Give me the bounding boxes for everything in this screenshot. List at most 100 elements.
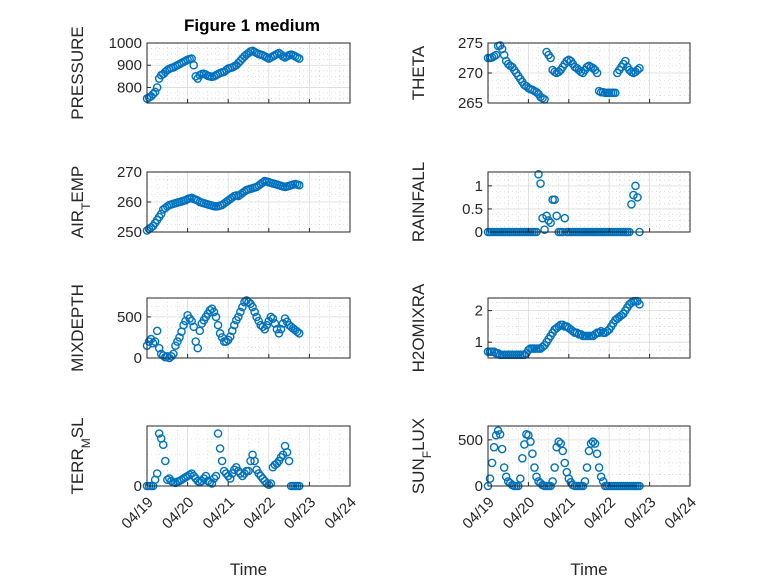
data-point [558,446,568,456]
data-point [284,456,294,466]
data-point [189,322,198,332]
data-point [590,439,600,448]
data-point [631,181,640,191]
data-point [227,193,237,202]
data-point [225,474,235,483]
data-point [169,349,178,359]
x-tick-label: 04/23 [621,494,660,533]
data-point [250,307,259,317]
data-point [526,437,535,446]
axes-box [487,297,691,359]
y-tick-label: 270 [117,164,142,181]
data-point [294,54,304,63]
data-point [491,50,501,60]
y-tick-label: 0 [475,478,483,495]
axes-2: 265 270 275 THETA [409,35,691,112]
data-point [592,449,602,458]
y-axis-label: TERRMSL [68,417,93,494]
x-tick-label: 04/24 [661,494,700,533]
data-point [209,307,219,317]
data-point [252,312,261,322]
data-point [189,60,198,70]
y-tick-label: 0 [475,224,483,241]
axes-background [487,297,691,359]
y-axis-label-main: AIR [68,210,87,238]
data-point [213,429,223,438]
y-axis-label-suffix: EMP [68,166,87,203]
data-point [148,89,158,99]
data-point [499,463,509,472]
data-point [633,65,642,75]
data-point [270,319,280,328]
data-point [560,458,570,468]
data-point [258,178,268,187]
data-point [635,300,644,309]
y-axis-label-main: MIXDEPTH [68,284,87,372]
y-tick-label: 265 [458,95,483,112]
data-point [560,213,570,223]
axes-5: 0 500 MIXDEPTH [68,284,351,372]
axes-box [146,42,351,104]
y-axis-label-sub: T [79,202,93,210]
data-point [524,345,533,355]
y-axis-label-main: H2OMIXRA [409,283,428,372]
data-point [225,332,235,341]
y-axis-label: THETA [409,45,428,100]
data-point [150,337,160,346]
data-point [175,333,184,342]
data-point [627,200,636,209]
y-tick-label: 250 [117,224,142,241]
data-point [227,326,237,336]
data-point [211,312,221,322]
data-point [546,53,555,63]
data-point [294,180,304,190]
data-point [229,465,239,475]
axes-1: 800 900 1000 PRESSURE [68,26,351,120]
data-point [156,209,166,219]
data-point [158,440,168,450]
data-point [248,302,257,312]
y-axis-label-main: RAINFALL [409,162,428,242]
data-point [266,479,276,488]
data-point [530,463,539,472]
y-tick-label: 500 [117,309,142,326]
data-point [274,329,284,338]
data-point [528,449,537,458]
y-axis-label-main: SUN [409,458,428,494]
axes-background [487,425,691,487]
data-point [179,320,188,330]
data-point [516,474,525,483]
y-axis-label: MIXDEPTH [68,284,87,372]
y-tick-label: 1 [475,334,483,351]
data-point [580,477,590,486]
data-point [154,429,164,438]
y-axis-label: AIRTEMP [68,166,93,239]
axes-box [487,425,691,487]
y-axis-label-main: PRESSURE [68,26,87,120]
x-tick-label: 04/24 [321,494,360,533]
data-point [546,218,555,228]
data-point [278,319,288,328]
data-point [592,68,602,78]
y-axis-label-main: THETA [409,45,428,100]
data-point [244,466,253,476]
x-axis-label: Time [570,560,607,579]
data-point [250,456,259,466]
data-point [536,179,545,188]
data-point [594,463,604,472]
data-point [260,324,270,334]
figure-title: Figure 1 medium [184,16,320,35]
data-point [185,314,194,323]
data-point [238,302,247,312]
y-tick-label: 900 [117,57,142,74]
axes-3: 250 260 270 AIRTEMP [68,164,351,241]
data-point [550,463,559,472]
data-point [497,444,507,454]
x-tick-label: 04/23 [281,494,320,533]
data-point [576,330,586,339]
data-point [534,170,543,179]
data-point [588,437,598,446]
y-tick-label: 0 [134,350,142,367]
